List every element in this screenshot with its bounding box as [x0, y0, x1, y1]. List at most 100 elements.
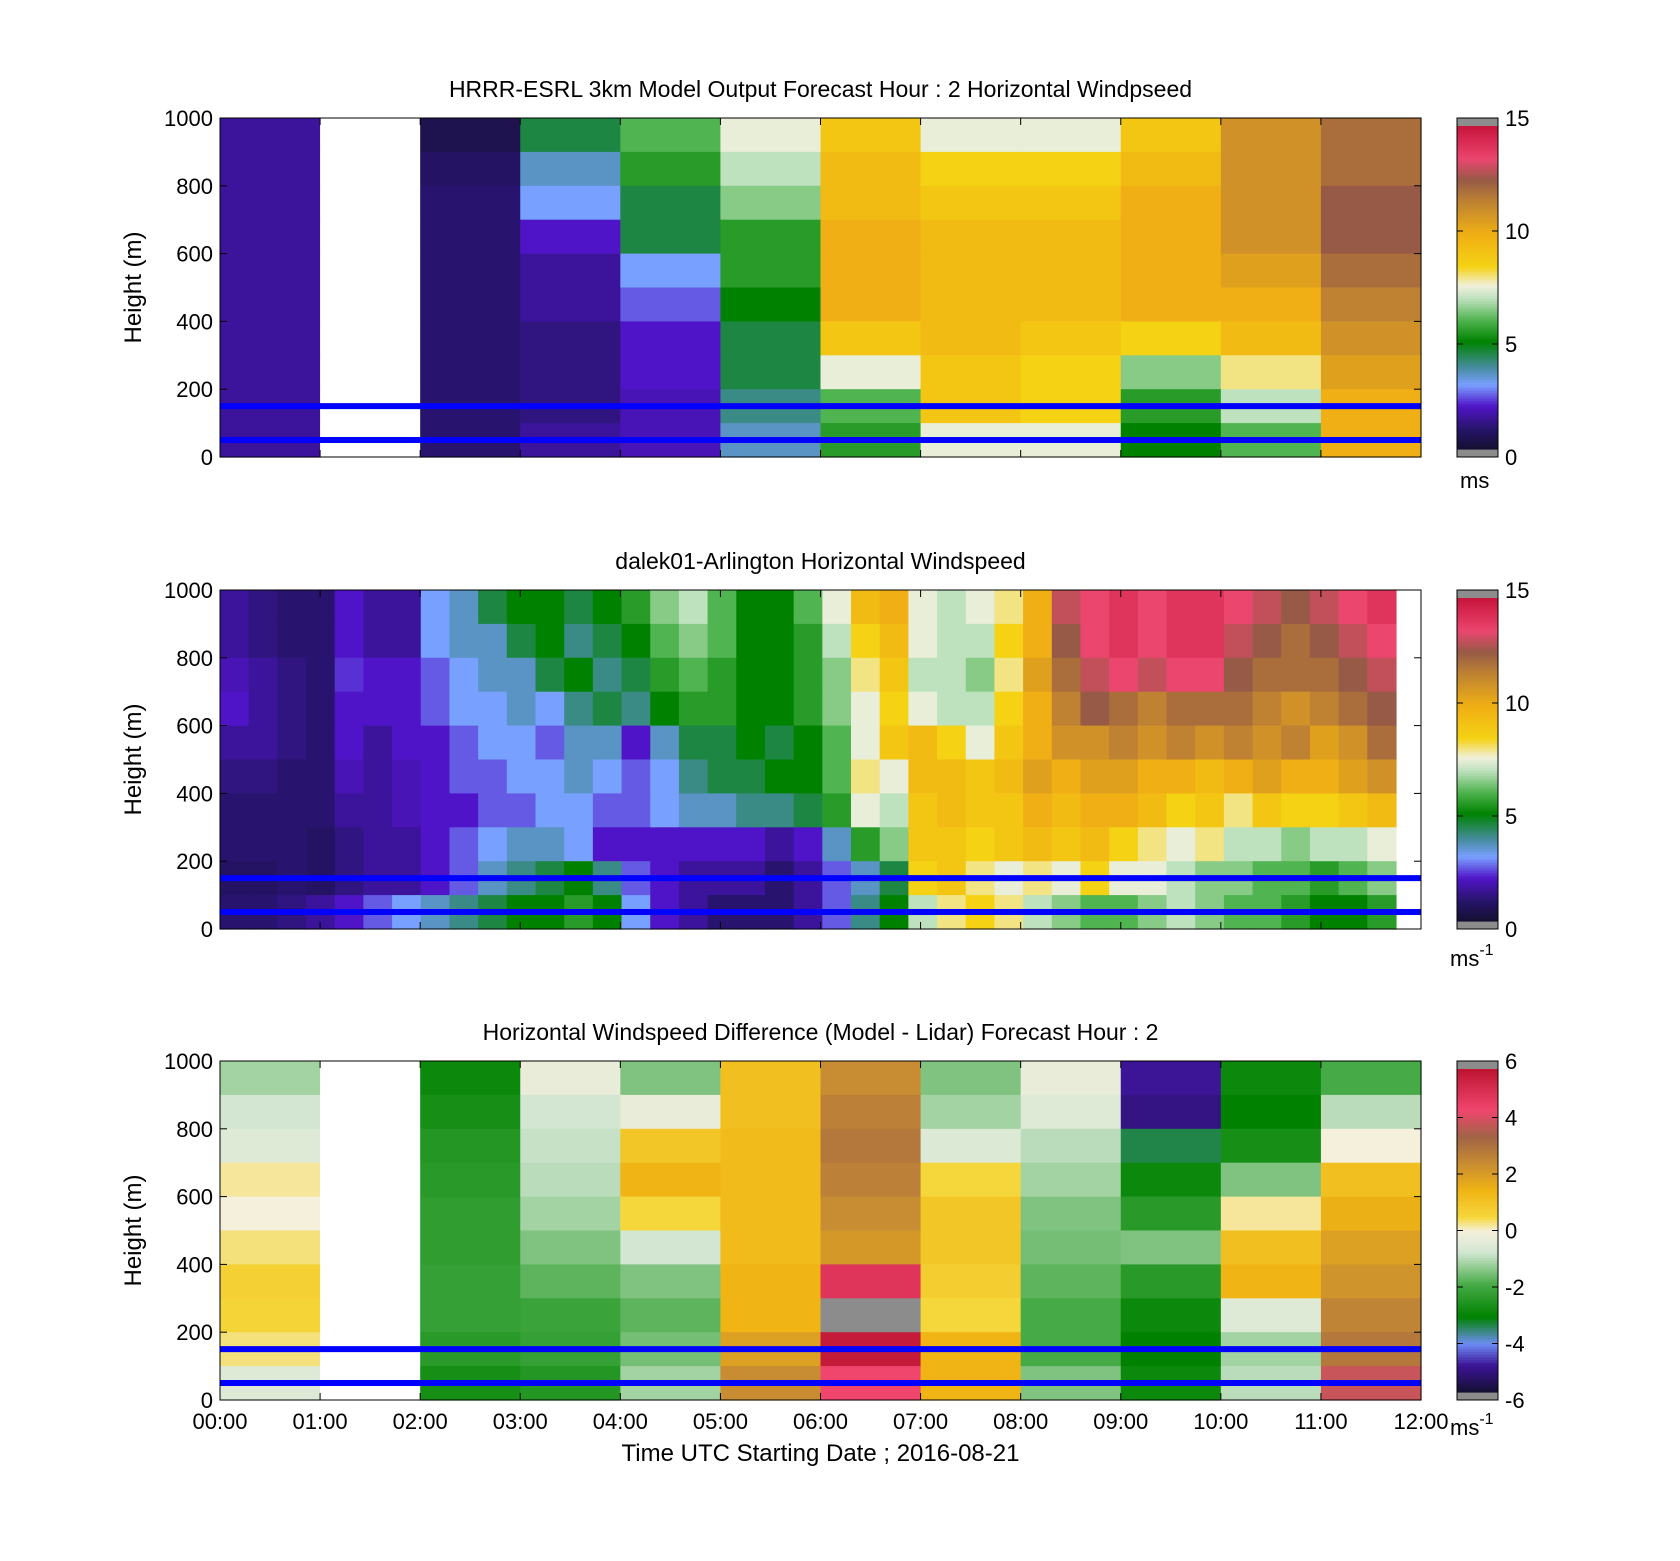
heatmap-cell	[1320, 321, 1422, 356]
panel-title: dalek01-Arlington Horizontal Windspeed	[615, 548, 1025, 574]
colorbar-segment	[1457, 362, 1498, 367]
colorbar-segment	[1457, 907, 1498, 911]
heatmap-cell	[1320, 1061, 1422, 1096]
colorbar-segment	[1457, 603, 1498, 607]
colorbar-segment	[1457, 724, 1498, 728]
heatmap-cell	[720, 185, 822, 221]
heatmap-cell	[248, 793, 278, 828]
heatmap-cell	[1281, 827, 1311, 862]
heatmap-cell	[320, 355, 421, 390]
heatmap-cell	[592, 590, 623, 625]
heatmap-cell	[1020, 151, 1122, 187]
colorbar-segment	[1457, 438, 1498, 442]
heatmap-cell	[1320, 1094, 1422, 1130]
colorbar-segment	[1457, 282, 1498, 286]
colorbar-segment	[1457, 265, 1498, 270]
colorbar-segment	[1457, 403, 1498, 407]
colorbar-segment	[1457, 1157, 1498, 1162]
heatmap-cell	[306, 657, 336, 693]
colorbar-tick-label: 6	[1505, 1049, 1517, 1074]
y-tick-label: 1000	[164, 578, 213, 603]
heatmap-cell	[535, 759, 565, 794]
heatmap-cell	[678, 827, 709, 862]
heatmap-cell	[277, 827, 307, 862]
heatmap-cell	[851, 623, 881, 659]
colorbar-segment	[1457, 128, 1498, 132]
heatmap-cell	[1023, 590, 1053, 625]
colorbar-segment	[1457, 624, 1498, 629]
colorbar-segment	[1457, 1362, 1498, 1366]
heatmap-cell	[1080, 725, 1110, 761]
colorbar-segment	[1457, 853, 1498, 857]
heatmap-cell	[620, 1264, 722, 1299]
heatmap-cell	[965, 657, 996, 693]
heatmap-cell	[1223, 623, 1254, 659]
colorbar-segment	[1457, 163, 1498, 167]
x-tick-label: 02:00	[393, 1409, 448, 1434]
heatmap-cell	[449, 759, 479, 794]
colorbar-segment	[1457, 295, 1498, 299]
heatmap-cell	[1309, 590, 1340, 625]
heatmap-cell	[620, 1094, 722, 1130]
colorbar-segment	[1457, 292, 1498, 297]
heatmap-cell	[820, 219, 922, 255]
heatmap-cell	[520, 1094, 621, 1130]
x-tick-label: 12:00	[1393, 1409, 1448, 1434]
heatmap-cell	[1220, 1230, 1322, 1265]
colorbar-segment	[1457, 166, 1498, 170]
heatmap-cell	[621, 793, 651, 828]
heatmap-cell	[1051, 725, 1082, 761]
heatmap-cell	[564, 827, 594, 862]
heatmap-cell	[220, 1162, 321, 1198]
colorbar-segment	[1457, 303, 1498, 307]
colorbar-segment	[1457, 856, 1498, 860]
heatmap-cell	[1023, 759, 1053, 794]
colorbar-segment	[1457, 446, 1498, 450]
heatmap-cell	[248, 657, 278, 693]
colorbar-segment	[1457, 190, 1498, 194]
heatmap-cell	[1120, 355, 1222, 390]
heatmap-cell	[478, 725, 508, 761]
colorbar-segment	[1457, 662, 1498, 666]
colorbar-segment	[1457, 1305, 1498, 1310]
heatmap-cell	[920, 1094, 1022, 1130]
colorbar-segment	[1457, 327, 1498, 332]
colorbar-segment	[1457, 1176, 1498, 1180]
heatmap-cell	[937, 793, 967, 828]
colorbar-segment	[1457, 700, 1498, 704]
colorbar-segment	[1457, 1300, 1498, 1304]
colorbar-segment	[1457, 729, 1498, 734]
heatmap-cell	[1166, 657, 1196, 693]
heatmap-cell	[920, 287, 1022, 322]
colorbar-segment	[1457, 681, 1498, 685]
colorbar-segment	[1457, 330, 1498, 334]
heatmap-cell	[1020, 1230, 1122, 1265]
colorbar-segment	[1457, 1295, 1498, 1299]
heatmap-cell	[220, 793, 250, 828]
heatmap-cell	[720, 1298, 822, 1333]
colorbar-segment	[1457, 222, 1498, 227]
heatmap-cell	[1080, 793, 1110, 828]
heatmap-cell	[720, 1128, 822, 1164]
heatmap-cell	[822, 657, 852, 693]
heatmap-cell	[822, 590, 852, 625]
colorbar-segment	[1457, 1365, 1498, 1369]
heatmap-cell	[535, 623, 565, 659]
heatmap-cell	[820, 185, 922, 221]
colorbar-segment	[1457, 158, 1498, 162]
heatmap-cell	[994, 623, 1024, 659]
heatmap-cell	[1020, 287, 1122, 322]
colorbar-segment	[1457, 1219, 1498, 1224]
heatmap-cell	[220, 118, 321, 153]
colorbar-segment	[1457, 427, 1498, 431]
colorbar-segment	[1457, 1138, 1498, 1143]
heatmap-cell	[392, 827, 422, 862]
heatmap-cell	[420, 1094, 521, 1130]
colorbar-segment	[1457, 1079, 1498, 1084]
heatmap-cell	[1137, 793, 1168, 828]
colorbar-segment	[1457, 770, 1498, 774]
heatmap-cell	[1109, 691, 1139, 727]
heatmap-cell	[1338, 623, 1368, 659]
colorbar-segment	[1457, 767, 1498, 771]
heatmap-cell	[1220, 185, 1322, 221]
